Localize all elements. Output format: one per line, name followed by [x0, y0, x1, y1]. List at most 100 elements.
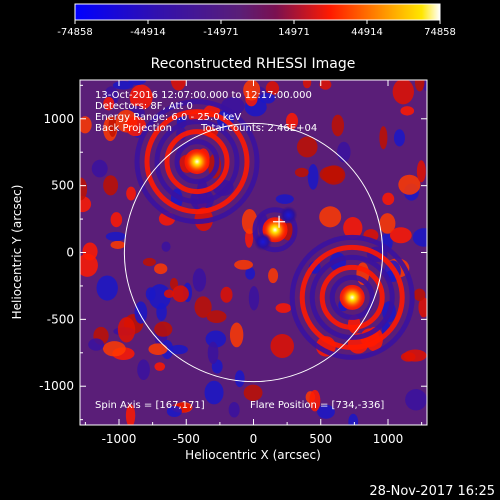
lobe — [319, 80, 332, 90]
lobe — [108, 115, 117, 137]
source-rings — [134, 99, 415, 360]
lobe — [309, 389, 321, 412]
lobe — [243, 384, 263, 401]
colorbar-ticks: -74858 -44914 -14971 14971 44914 74858 — [57, 20, 456, 38]
chart-title: Reconstructed RHESSI Image — [151, 56, 356, 72]
annotation-method: Back Projection — [95, 123, 172, 134]
lobe — [194, 296, 212, 318]
source-ring — [144, 109, 250, 215]
x-tick-label: 500 — [309, 432, 332, 446]
lobe — [142, 257, 156, 267]
lobe — [105, 231, 126, 242]
x-tick-label: 1000 — [373, 432, 404, 446]
lobe — [80, 196, 92, 213]
lobe — [80, 177, 88, 201]
image-area — [80, 80, 427, 425]
lobe — [206, 310, 227, 324]
lobe — [172, 285, 189, 303]
lobe — [389, 227, 412, 244]
lobe — [234, 259, 253, 270]
lobe — [126, 186, 136, 201]
source-ring — [134, 99, 260, 225]
bright-source — [340, 285, 365, 310]
lobe — [103, 175, 119, 196]
lobe — [234, 370, 245, 388]
colorbar — [74, 3, 441, 21]
source-ring — [299, 244, 405, 350]
lobe — [207, 341, 219, 364]
negative-source — [279, 206, 298, 225]
source-ring — [319, 264, 385, 330]
annotation-flare-position: Flare Position = [734,-336] — [250, 400, 384, 411]
lobe — [145, 287, 156, 301]
lobe — [248, 286, 260, 311]
bright-source — [185, 149, 210, 174]
sources — [185, 149, 365, 310]
lobe — [392, 80, 414, 105]
lobe — [307, 164, 319, 190]
axis-ticks — [80, 80, 427, 425]
lobe — [88, 338, 105, 351]
lobe — [112, 81, 134, 90]
lobe — [103, 96, 115, 111]
lobe — [270, 333, 294, 359]
y-tick-label: -500 — [47, 312, 74, 326]
lobe — [398, 174, 421, 195]
colorbar-tick-label: 74858 — [424, 27, 456, 38]
colorbar-tick-label: -44914 — [130, 27, 165, 38]
colorbar-tick-label: 44914 — [351, 27, 383, 38]
lobe — [337, 141, 351, 163]
lobe — [161, 241, 171, 252]
lobe — [379, 213, 396, 234]
lobe — [80, 116, 92, 134]
lobe — [243, 80, 261, 101]
lobe — [259, 92, 276, 104]
lobe — [204, 380, 224, 405]
lobe — [245, 267, 256, 280]
source-ring — [309, 254, 395, 340]
lobe — [192, 268, 207, 292]
y-tick-label: 1000 — [43, 112, 74, 126]
lobe — [110, 212, 123, 228]
lobe — [414, 80, 425, 92]
lobe — [91, 159, 108, 178]
solar-limb — [123, 122, 384, 383]
lobe — [154, 321, 173, 337]
lobe — [403, 349, 427, 362]
x-tick-label: -500 — [173, 432, 200, 446]
lobe — [285, 112, 299, 130]
colorbar-tick-label: 14971 — [278, 27, 310, 38]
lobe — [405, 389, 427, 411]
lobe — [96, 275, 118, 301]
lobe — [379, 126, 388, 150]
lobe — [220, 286, 233, 303]
lobe — [229, 322, 244, 348]
lobe — [413, 288, 426, 301]
y-tick-labels: -1000 -500 0 500 1000 — [39, 112, 74, 393]
lobe — [343, 217, 363, 239]
x-tick-label: -1000 — [102, 432, 137, 446]
source-ring — [174, 139, 220, 185]
lobe — [412, 228, 427, 247]
lobe — [418, 297, 427, 318]
lobe — [268, 268, 279, 284]
lobe — [154, 263, 168, 275]
lobe — [137, 359, 150, 381]
lobe — [317, 404, 335, 419]
lobe — [275, 303, 292, 313]
colorbar-tick-label: -74858 — [57, 27, 92, 38]
lobe — [416, 160, 426, 183]
lobe — [393, 129, 405, 147]
source-ring — [329, 274, 375, 320]
source-ring — [252, 207, 298, 253]
lobe — [110, 240, 126, 249]
lobe — [125, 404, 136, 425]
lobe — [117, 317, 136, 343]
lobe — [169, 344, 188, 355]
flare-marker — [273, 215, 286, 228]
lobe — [102, 341, 126, 357]
lobe — [348, 413, 359, 425]
lobe — [294, 167, 309, 178]
lobe — [163, 289, 175, 298]
